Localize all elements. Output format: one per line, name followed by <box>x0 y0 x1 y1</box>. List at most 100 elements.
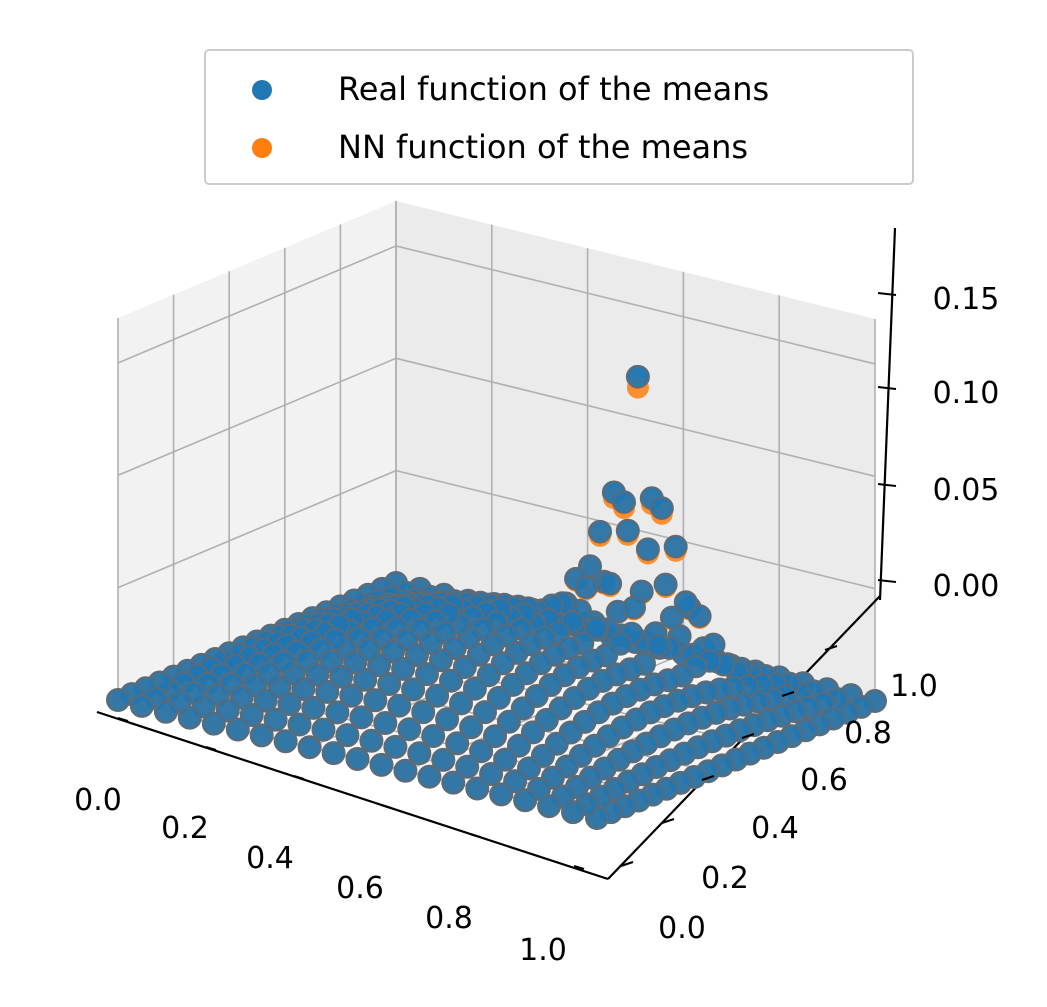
y-tick-label: 0.0 <box>658 911 706 946</box>
legend-box <box>204 49 914 185</box>
data-point <box>154 700 178 724</box>
data-point <box>405 643 429 667</box>
data-point <box>346 747 369 771</box>
data-point <box>178 706 202 730</box>
y-tick-label: 0.8 <box>844 716 892 751</box>
data-point <box>407 741 431 765</box>
y-tick-mark <box>741 733 755 739</box>
data-point <box>397 717 421 741</box>
x-tick-mark <box>293 775 305 780</box>
z-tick-label: 0.00 <box>933 569 1000 604</box>
y-tick-mark <box>620 861 634 867</box>
data-point <box>298 735 322 759</box>
z-axis-line <box>878 227 897 601</box>
data-point <box>381 640 405 664</box>
data-point <box>612 490 636 514</box>
x-tick-label: 0.6 <box>336 871 384 906</box>
data-point <box>431 748 455 772</box>
data-point <box>363 688 387 712</box>
data-point <box>445 731 469 755</box>
grid-back-z <box>395 357 876 478</box>
x-tick-mark <box>117 717 129 722</box>
pane-left <box>118 201 396 700</box>
y-tick-mark <box>781 691 795 697</box>
data-point <box>274 729 298 753</box>
data-point <box>264 708 288 732</box>
data-point <box>226 718 250 741</box>
data-point <box>439 669 463 693</box>
data-point <box>325 700 349 724</box>
z-tick-label: 0.15 <box>933 282 1000 317</box>
data-point <box>216 699 240 722</box>
data-point <box>315 680 339 704</box>
data-point <box>646 633 670 657</box>
data-point <box>305 663 329 687</box>
data-point <box>329 665 353 689</box>
x-tick-label: 0.2 <box>161 811 209 846</box>
legend-marker-real <box>252 80 272 100</box>
data-point <box>312 718 335 742</box>
y-tick-label: 0.6 <box>800 763 848 798</box>
legend-marker-nn <box>252 138 272 158</box>
data-point <box>441 771 465 795</box>
data-point <box>507 734 531 758</box>
data-point <box>537 794 561 818</box>
data-point <box>616 519 640 543</box>
data-point <box>391 657 415 681</box>
data-point <box>288 713 311 736</box>
data-point <box>517 756 541 780</box>
data-point <box>574 576 598 599</box>
data-point <box>417 765 441 789</box>
x-tick-mark <box>380 804 392 809</box>
z-tick-mark <box>877 483 897 487</box>
data-point <box>650 496 674 520</box>
data-point <box>465 777 489 800</box>
data-point <box>463 677 487 701</box>
data-point <box>106 688 130 712</box>
data-point <box>240 703 264 727</box>
y-tick-label: 0.4 <box>751 811 799 846</box>
data-point <box>598 572 622 596</box>
data-point <box>660 606 684 630</box>
data-point <box>453 655 477 679</box>
data-point <box>674 590 698 614</box>
data-point <box>513 788 537 812</box>
data-point <box>626 365 650 389</box>
data-point <box>521 720 545 744</box>
data-point <box>339 684 363 708</box>
grid-left-z <box>117 357 397 477</box>
tick-labels: 0.00.20.40.60.81.00.00.20.40.60.81.00.00… <box>74 282 999 968</box>
data-point <box>359 729 383 753</box>
data-point <box>230 686 254 710</box>
data-point <box>501 673 525 697</box>
x-tick-label: 0.0 <box>74 783 122 818</box>
x-tick-label: 0.8 <box>425 901 473 936</box>
data-point <box>254 689 278 713</box>
data-point <box>477 663 501 687</box>
grid-left-z <box>117 469 397 589</box>
data-point <box>664 535 688 559</box>
data-point <box>383 735 407 759</box>
x-axis-line <box>96 710 609 881</box>
data-point <box>393 759 417 783</box>
data-point <box>479 762 503 786</box>
data-point <box>353 668 377 692</box>
grid-left-z <box>117 245 397 364</box>
data-point <box>343 651 367 674</box>
data-points <box>106 364 887 830</box>
data-point <box>373 711 397 735</box>
z-tick-mark <box>877 386 897 390</box>
data-point <box>202 712 226 736</box>
x-tick-mark <box>469 833 481 838</box>
data-point <box>335 723 359 747</box>
z-tick-mark <box>877 579 897 583</box>
x-tick-label: 0.4 <box>246 841 294 876</box>
data-point <box>473 700 497 724</box>
y-tick-label: 0.2 <box>701 861 749 896</box>
z-tick-mark <box>877 292 897 296</box>
data-point <box>357 638 381 661</box>
data-point <box>511 696 535 720</box>
data-point <box>411 700 435 724</box>
legend-label-nn: NN function of the means <box>338 128 748 166</box>
